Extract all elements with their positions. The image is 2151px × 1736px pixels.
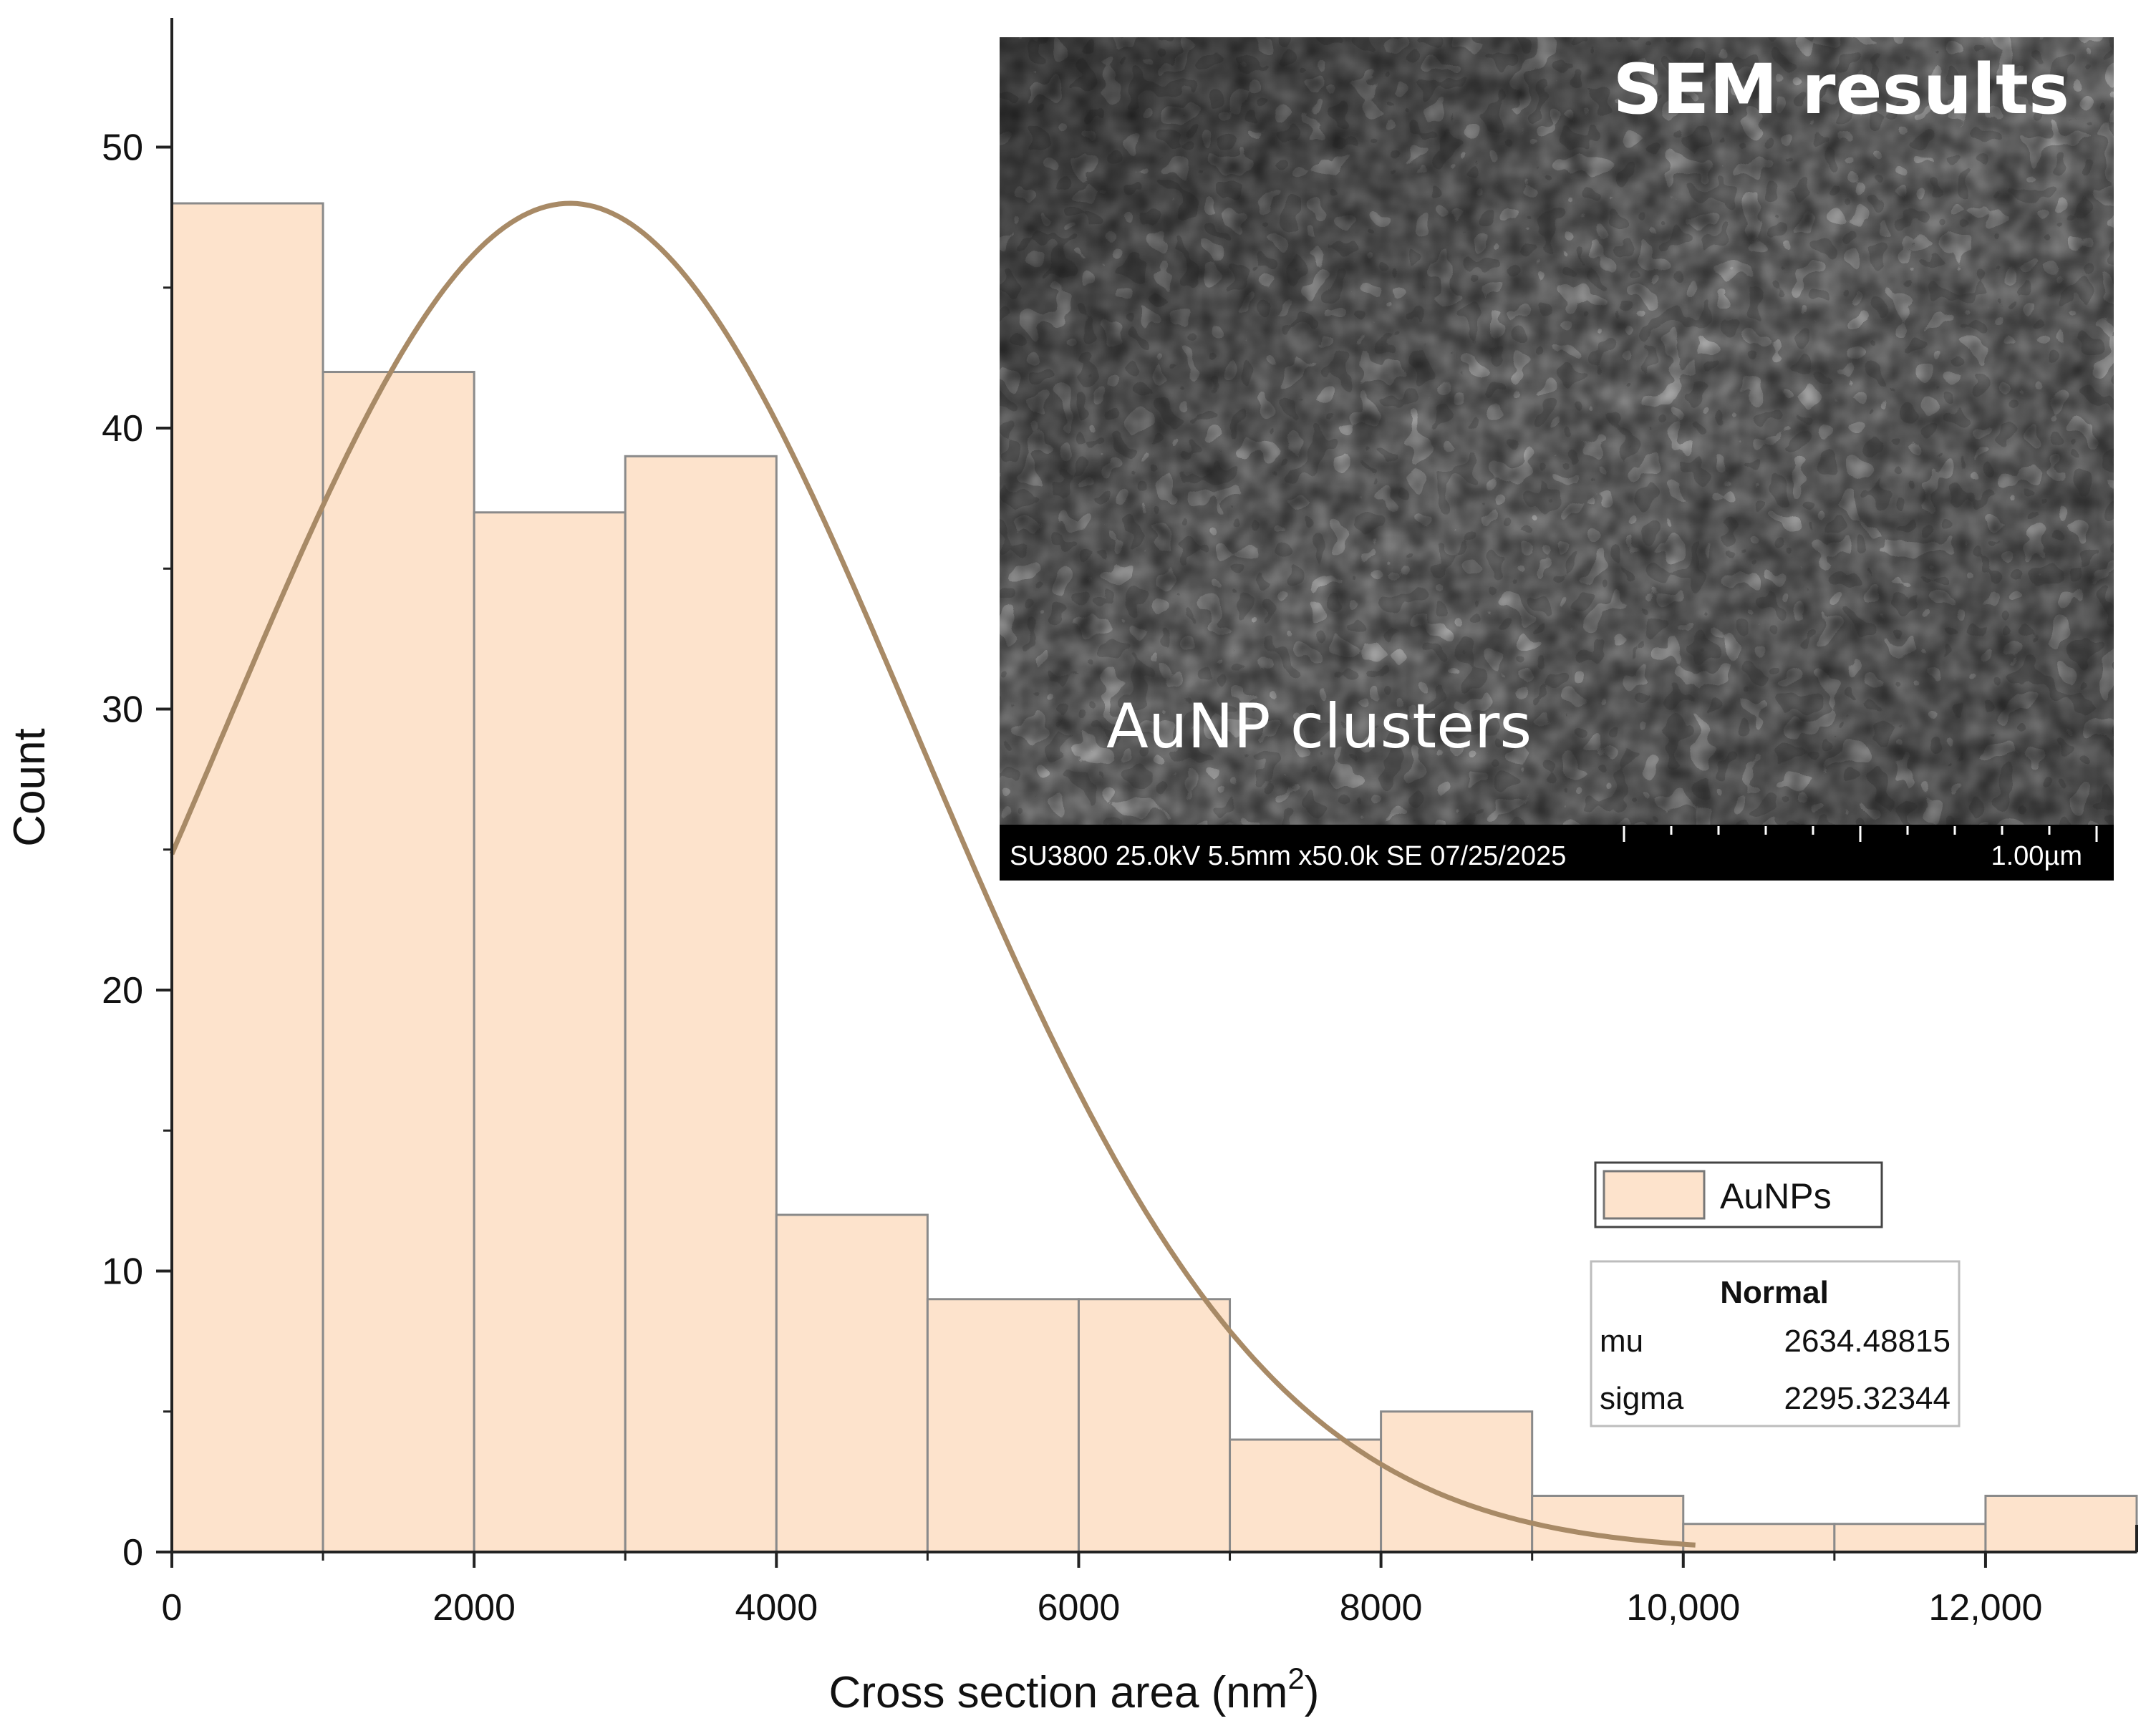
sem-scale-label: 1.00µm [1991,841,2082,871]
x-tick-label: 0 [162,1587,183,1629]
y-axis-title: Count [5,728,54,846]
legend-label: AuNPs [1720,1176,1832,1216]
stats-mu-value: 2634.48815 [1784,1324,1951,1359]
histogram-bar-1 [170,202,324,1553]
sem-title: SEM results [1613,49,2069,130]
histogram-bar-8 [1229,1438,1383,1553]
axis-ticks: 0 2000 4000 6000 8000 10,000 12,000 0 10 20 30 40 50 [102,127,2042,1629]
x-axis-title-superscript: 2 [1287,1662,1304,1695]
histogram-bar-9 [1380,1410,1534,1553]
stats-sigma-label: sigma [1600,1381,1684,1416]
x-tick-label: 6000 [1038,1587,1121,1629]
legend: AuNPs [1594,1161,1883,1228]
histogram-bar-5 [775,1213,929,1553]
histogram-bar-12 [1833,1523,1987,1553]
histogram-bar-6 [926,1298,1080,1553]
sem-caption-bar [1000,825,2114,881]
x-tick-label: 4000 [735,1587,818,1629]
stats-mu-label: mu [1600,1324,1643,1359]
histogram-bars [170,202,2138,1553]
x-axis-title: Cross section area (nm2) [829,1662,1320,1717]
x-tick-label: 8000 [1340,1587,1423,1629]
sem-cluster-label: AuNP clusters [1106,691,1532,762]
x-axis-title-end: ) [1305,1668,1320,1717]
stats-sigma-value: 2295.32344 [1784,1381,1951,1416]
legend-swatch [1603,1170,1706,1220]
stats-title: Normal [1720,1275,1829,1310]
y-tick-label: 10 [102,1251,143,1293]
y-tick-label: 20 [102,970,143,1012]
y-tick-label: 50 [102,127,143,169]
x-axis-title-text: Cross section area (nm [829,1668,1288,1717]
histogram-bar-13 [1984,1495,2138,1553]
sem-caption: SU3800 25.0kV 5.5mm x50.0k SE 07/25/2025 [1010,841,1566,871]
y-tick-label: 0 [122,1532,143,1573]
y-tick-label: 40 [102,408,143,450]
normal-fit-curve [169,200,1696,1548]
sem-image-inset: SEM results AuNP clusters SU3800 25.0kV … [1000,37,2114,881]
histogram-bar-11 [1682,1523,1836,1553]
histogram-bar-7 [1077,1298,1232,1553]
x-tick-label: 10,000 [1626,1587,1740,1629]
stats-box-border [1590,1260,1961,1427]
sem-image-shading [1000,37,2114,825]
histogram-bar-2 [322,371,475,1553]
fit-statistics-box: Normal mu 2634.48815 sigma 2295.32344 [1590,1260,1961,1427]
histogram-bar-3 [473,511,627,1553]
y-tick-label: 30 [102,689,143,731]
sem-scale-bar [1623,826,2098,842]
x-tick-label: 12,000 [1928,1587,2042,1629]
x-tick-label: 2000 [432,1587,516,1629]
histogram-bar-4 [624,455,778,1553]
